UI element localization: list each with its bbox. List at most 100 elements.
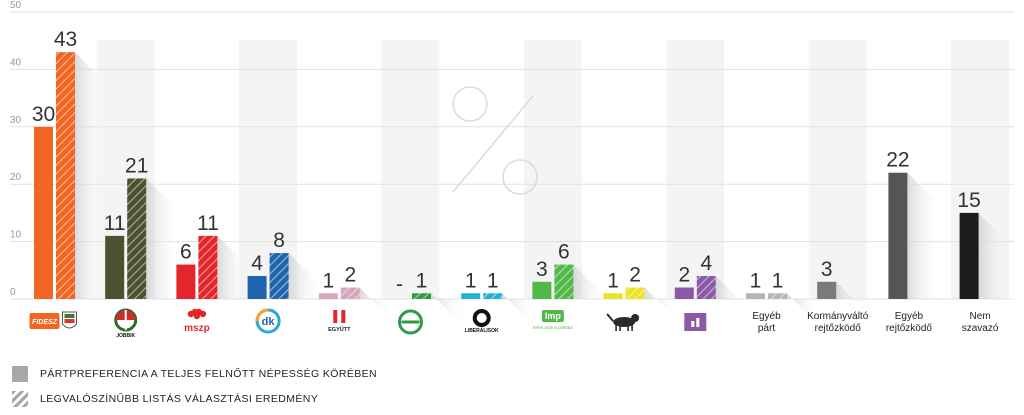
egyutt-flag-stripe [337, 310, 342, 323]
value-label-preference: 30 [32, 103, 55, 126]
bar-preference [532, 281, 552, 299]
bar-shadow [715, 276, 750, 311]
bar-shadow [978, 212, 1013, 299]
bar-shadow [359, 287, 394, 322]
percent-watermark-circle [452, 86, 488, 122]
value-label-preference: 6 [180, 241, 192, 264]
legend-swatch-hatched [12, 391, 28, 407]
y-tick-label: 10 [10, 230, 22, 241]
parbeszed-logo-bar [691, 321, 695, 327]
dk-ring-arc [255, 308, 269, 322]
percent-watermark-slash [452, 95, 534, 193]
value-label-preference: 1 [322, 269, 334, 292]
background-band [381, 40, 440, 299]
bar-preference [247, 276, 267, 299]
value-label-result: 4 [700, 252, 712, 275]
value-label-result: 6 [558, 241, 570, 264]
category-label: rejtőzködő [815, 323, 862, 334]
value-label-preference: 1 [465, 269, 477, 292]
background-band [523, 40, 582, 299]
bar-result [198, 235, 218, 299]
bar-preference [603, 293, 623, 299]
mszp-logo-text: mszp [184, 323, 210, 334]
value-label-result: 2 [344, 264, 356, 287]
value-label-result: 43 [54, 28, 77, 51]
bar-chart: 010203040503043FIDESZ1121JOBBIK611mszp48… [10, 0, 1014, 339]
value-label-preference: 22 [886, 149, 909, 172]
value-label-result: 1 [487, 269, 499, 292]
value-label-preference: 3 [536, 258, 548, 281]
bar-result [483, 293, 503, 299]
momentum-bar [401, 320, 420, 324]
bar-result [269, 253, 289, 299]
bar-result [127, 178, 147, 299]
kdnp-shield-band [64, 314, 75, 318]
mkkp-dog-icon [613, 317, 636, 327]
bar-shadow [217, 235, 252, 299]
bar-preference [674, 287, 694, 299]
category-label: Nem [970, 311, 991, 322]
value-label-preference: 1 [750, 269, 762, 292]
bar-result [768, 293, 787, 299]
jobbik-logo-text: JOBBIK [116, 333, 135, 339]
y-tick-label: 50 [10, 0, 22, 11]
mkkp-dog-head [631, 314, 640, 322]
value-label-result: 21 [125, 154, 148, 177]
bar-preference [105, 235, 125, 299]
category-label: Egyéb [895, 311, 924, 322]
y-tick-label: 40 [10, 57, 22, 68]
bar-shadow [146, 178, 181, 299]
kdnp-shield-band [64, 319, 75, 323]
category-label: Kormányváltó [807, 311, 869, 322]
bar-preference [461, 293, 481, 299]
y-tick-label: 30 [10, 115, 22, 126]
legend-item-result: LEGVALÓSZÍNŰBB LISTÁS VÁLASZTÁSI EREDMÉN… [12, 391, 318, 407]
bar-shadow [75, 52, 109, 300]
category-label: Egyéb [752, 311, 781, 322]
fidesz-logo-box [29, 313, 60, 329]
bar-shadow [907, 172, 942, 299]
value-label-preference: 15 [957, 189, 980, 212]
bar-result [340, 287, 360, 299]
value-label-preference: 2 [678, 264, 690, 287]
value-label-result: 1 [416, 269, 428, 292]
bar-preference [817, 281, 837, 299]
bar-preference [34, 126, 53, 299]
value-label-preference: 4 [251, 252, 263, 275]
category-label: rejtőzködő [886, 323, 933, 334]
bar-preference [746, 293, 765, 299]
bar-result [554, 264, 574, 299]
value-label-preference: - [396, 273, 403, 296]
bar-result [696, 276, 716, 299]
y-tick-label: 20 [10, 172, 22, 183]
bar-shadow [644, 287, 679, 322]
category-label: párt [758, 323, 775, 334]
mszp-rose-petal [199, 310, 207, 318]
lmp-tagline-text: lehet más a politika [533, 325, 573, 330]
parbeszed-logo-bar [696, 318, 700, 327]
mkkp-dog-tail [606, 313, 614, 322]
bar-shadow [836, 281, 871, 316]
fidesz-logo-text: FIDESZ [32, 319, 58, 326]
bar-shadow [573, 264, 608, 299]
parbeszed-logo-box [684, 313, 707, 331]
y-tick-label: 0 [10, 287, 16, 298]
value-label-result: 8 [273, 229, 285, 252]
value-label-preference: 11 [104, 212, 126, 235]
bar-shadow [288, 253, 323, 299]
legend-swatch-solid [12, 366, 28, 382]
bar-preference [318, 293, 338, 299]
bar-shadow [787, 293, 821, 328]
liberalisok-ring-icon [472, 309, 491, 327]
background-band [808, 40, 867, 299]
value-label-preference: 1 [607, 269, 619, 292]
percent-watermark-circle [502, 159, 538, 195]
bar-preference [959, 212, 979, 299]
lmp-logo-text: lmp [545, 311, 562, 321]
value-label-result: 1 [772, 269, 784, 292]
mszp-rose-petal [193, 312, 201, 320]
liberalisok-logo-text: LIBERÁLISOK [465, 327, 499, 334]
value-label-preference: 3 [821, 258, 833, 281]
value-label-result: 11 [197, 212, 219, 235]
bar-result [625, 287, 645, 299]
